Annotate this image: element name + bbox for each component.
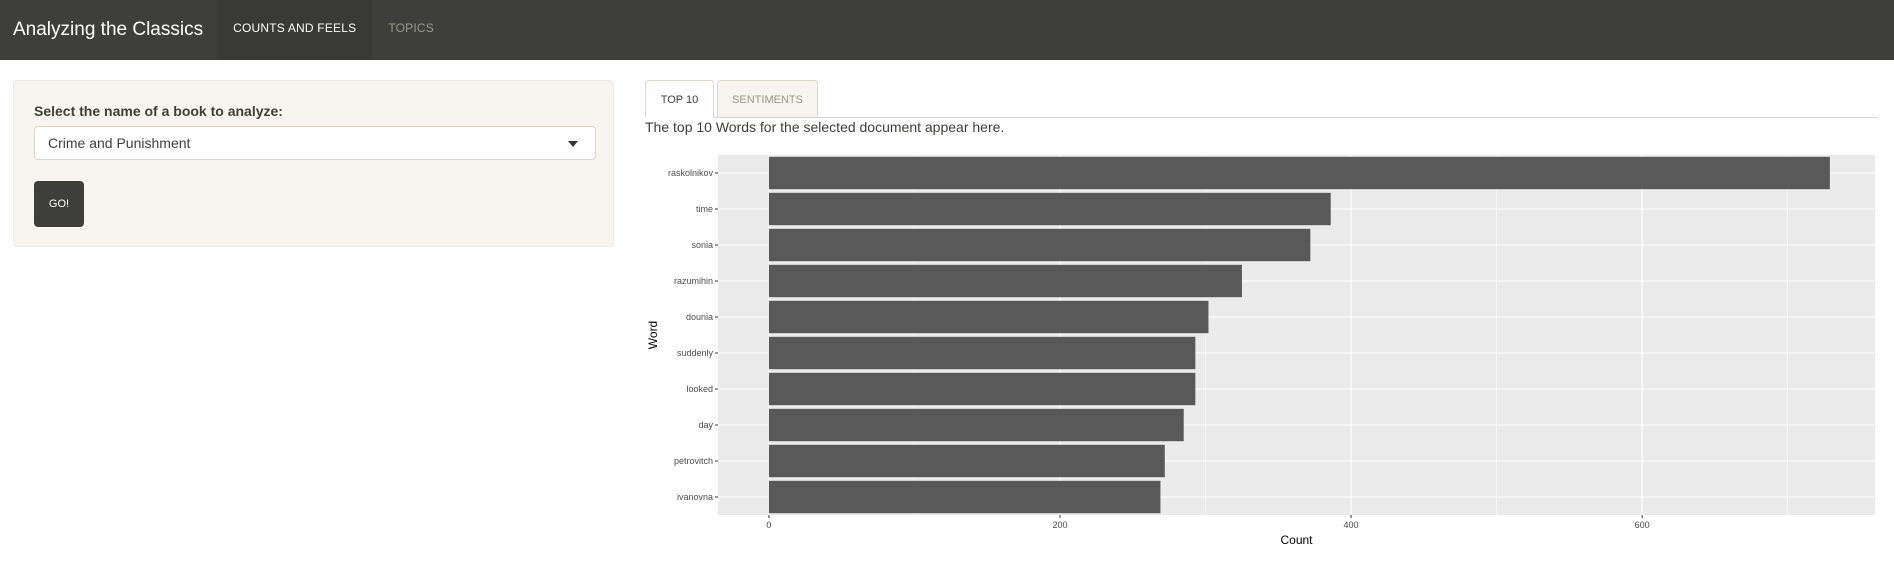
bar-day: [768, 408, 1184, 442]
y-tick-label: dounia: [686, 312, 713, 322]
y-tick-label: petrovitch: [674, 456, 713, 466]
bar-razumihin: [768, 264, 1242, 298]
book-select[interactable]: Crime and Punishment: [34, 126, 596, 160]
bar-dounia: [768, 300, 1209, 334]
y-tick-label: ivanovna: [677, 492, 713, 502]
content-tabs: TOP 10 SENTIMENTS: [645, 80, 1878, 118]
y-tick-label: day: [698, 420, 713, 430]
nav-tab-topics[interactable]: TOPICS: [388, 21, 434, 35]
bars: [768, 156, 1830, 514]
y-tick-label: razumihin: [674, 276, 713, 286]
y-tick-label: looked: [686, 384, 713, 394]
x-tick-label: 600: [1635, 520, 1650, 530]
x-tick-label: 0: [766, 520, 771, 530]
y-tick-label: time: [696, 204, 713, 214]
tab-description: The top 10 Words for the selected docume…: [645, 119, 1005, 135]
app-title[interactable]: Analyzing the Classics: [13, 19, 204, 40]
go-button[interactable]: GO!: [34, 181, 84, 227]
sidebar-panel: Select the name of a book to analyze: Cr…: [13, 80, 614, 247]
bar-time: [768, 192, 1331, 226]
navbar: Analyzing the Classics COUNTS AND FEELS …: [0, 0, 1894, 60]
y-axis-title: Word: [646, 321, 660, 349]
tab-sentiments[interactable]: SENTIMENTS: [717, 80, 818, 118]
nav-tab-counts-and-feels[interactable]: COUNTS AND FEELS: [217, 0, 373, 60]
bar-suddenly: [768, 336, 1196, 370]
book-select-label: Select the name of a book to analyze:: [34, 103, 283, 119]
y-tick-label: suddenly: [677, 348, 714, 358]
top-words-bar-chart: raskolnikov time sonia razumihin dounia sudde…: [646, 155, 1875, 547]
bar-raskolnikov: [768, 156, 1830, 190]
y-tick-label: sonia: [691, 240, 713, 250]
x-tick-label: 200: [1052, 520, 1067, 530]
bar-looked: [768, 372, 1196, 406]
bar-petrovitch: [768, 444, 1165, 478]
bar-sonia: [768, 228, 1311, 262]
x-tick-label: 400: [1344, 520, 1359, 530]
chevron-down-icon: [568, 141, 578, 147]
x-axis-title: Count: [1280, 533, 1313, 547]
tab-top-10[interactable]: TOP 10: [645, 80, 714, 118]
book-select-value: Crime and Punishment: [48, 135, 191, 151]
bar-ivanovna: [768, 480, 1161, 514]
y-tick-label: raskolnikov: [668, 168, 714, 178]
axes: raskolnikov time sonia razumihin dounia sudde…: [668, 168, 1650, 530]
